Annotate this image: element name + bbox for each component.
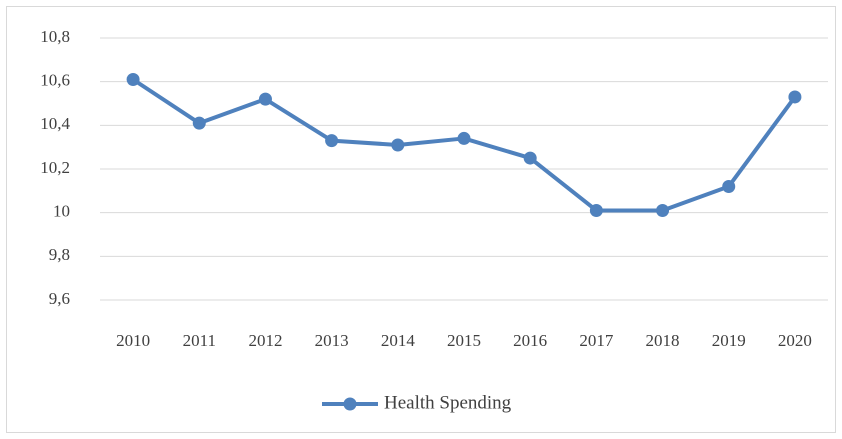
x-tick-label: 2016 [513,331,547,350]
data-point [126,72,140,86]
y-tick-label: 10 [53,202,70,221]
y-tick-label: 10,6 [40,71,70,90]
x-tick-label: 2011 [183,331,216,350]
x-tick-label: 2017 [579,331,614,350]
x-tick-label: 2018 [646,331,680,350]
data-point [656,203,670,217]
x-tick-label: 2010 [116,331,150,350]
legend-marker [343,397,357,411]
data-point [457,131,471,145]
chart-border [6,6,836,433]
data-point [523,151,537,165]
x-tick-label: 2015 [447,331,481,350]
data-point [788,90,802,104]
y-tick-label: 9,8 [49,245,70,264]
data-point [722,179,736,193]
y-tick-label: 10,8 [40,27,70,46]
x-tick-label: 2019 [712,331,746,350]
y-tick-label: 10,2 [40,158,70,177]
data-point [258,92,272,106]
x-tick-label: 2012 [248,331,282,350]
x-tick-label: 2014 [381,331,416,350]
x-tick-label: 2013 [315,331,349,350]
x-tick-label: 2020 [778,331,812,350]
y-tick-label: 9,6 [49,289,70,308]
data-point [192,116,206,130]
data-point [325,134,339,148]
y-tick-label: 10,4 [40,114,70,133]
data-point [589,203,603,217]
data-point [391,138,405,152]
legend-label: Health Spending [384,392,512,413]
